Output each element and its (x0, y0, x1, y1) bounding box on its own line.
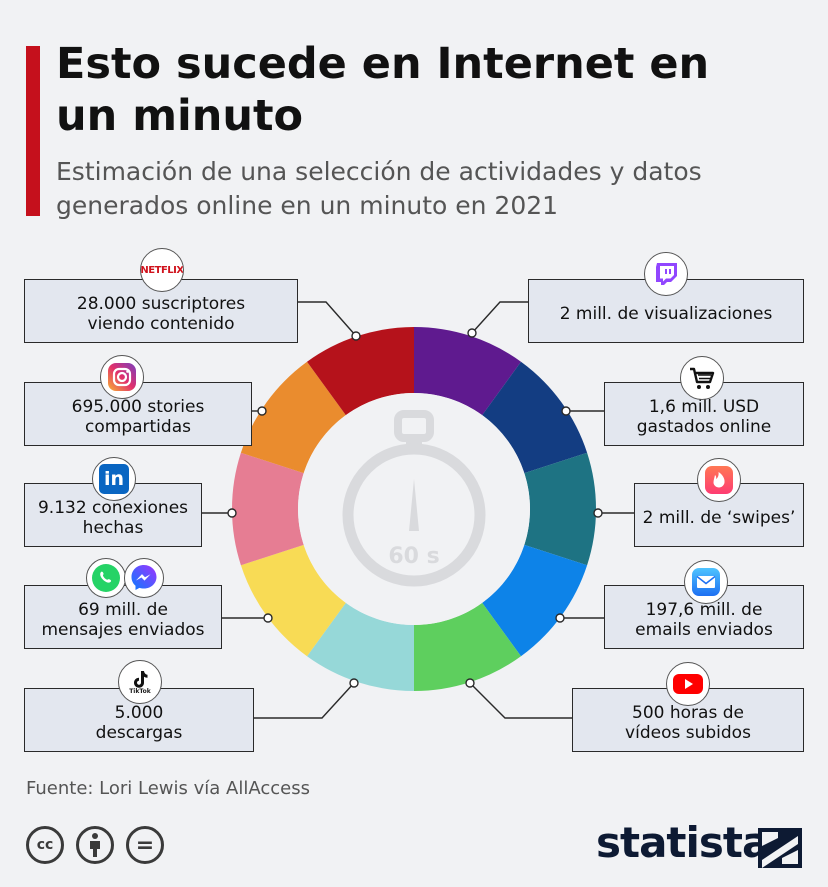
connector-twitch (471, 301, 528, 334)
donut-segment-whatsapp-messenger (240, 544, 346, 657)
connector-youtube-dot (465, 678, 475, 688)
donut-segment-youtube (414, 602, 521, 691)
youtube-icon (666, 662, 710, 706)
donut-segment-twitch (414, 327, 521, 416)
connector-netflix-dot (351, 331, 361, 341)
stopwatch-icon (342, 410, 486, 587)
source-note: Fuente: Lori Lewis vía AllAccess (26, 778, 310, 799)
page-subtitle: Estimación de una selección de actividad… (56, 157, 702, 220)
tiktok-logo-text: TikTok (129, 688, 151, 695)
connector-instagram-dot (257, 406, 267, 416)
donut-segment-linkedin (232, 452, 304, 566)
donut-segment-instagram (240, 361, 346, 474)
connector-youtube (469, 682, 572, 719)
connector-shopping-dot (561, 406, 571, 416)
cc-text: cc (36, 837, 54, 853)
twitch-icon (644, 252, 688, 296)
whatsapp-icon (86, 558, 126, 598)
netflix-icon: NETFLIX (140, 248, 184, 292)
statista-logo: statista (596, 818, 770, 867)
cc-icon: cc (26, 826, 64, 864)
connector-whatsapp-dot (263, 613, 273, 623)
connector-linkedin-dot (227, 508, 237, 518)
connector-email-dot (555, 613, 565, 623)
box-whatsapp-messenger: 69 mill. de mensajes enviados (24, 585, 222, 649)
donut-segment-netflix (307, 327, 414, 416)
donut-segment-cart (482, 361, 588, 474)
linkedin-icon: in (92, 457, 136, 501)
donut-segment-tiktok (307, 602, 414, 691)
mail-icon (684, 560, 728, 604)
donut-segment-mail (482, 544, 588, 657)
connector-netflix (298, 301, 357, 337)
no-derivatives-icon: = (126, 826, 164, 864)
box-netflix: 28.000 suscriptores viendo contenido (24, 279, 298, 343)
netflix-logo-text: NETFLIX (140, 264, 184, 276)
accent-bar (26, 46, 40, 216)
donut-segment-tinder (524, 452, 596, 566)
linkedin-logo-text: in (99, 464, 129, 494)
attribution-icon (76, 826, 114, 864)
cart-icon (680, 356, 724, 400)
statista-logo-mark (758, 828, 802, 868)
connector-tiktok-dot (349, 678, 359, 688)
instagram-icon (100, 355, 144, 399)
page-title: Esto sucede en Internet en un minuto (56, 39, 710, 141)
connector-twitch-dot (467, 328, 477, 338)
tinder-icon (697, 458, 741, 502)
connector-tinder-dot (593, 508, 603, 518)
eq-text: = (135, 832, 155, 858)
center-label: 60 s (388, 544, 439, 569)
messenger-icon (124, 558, 164, 598)
connector-tiktok (254, 682, 355, 719)
tiktok-icon: TikTok (118, 660, 162, 704)
